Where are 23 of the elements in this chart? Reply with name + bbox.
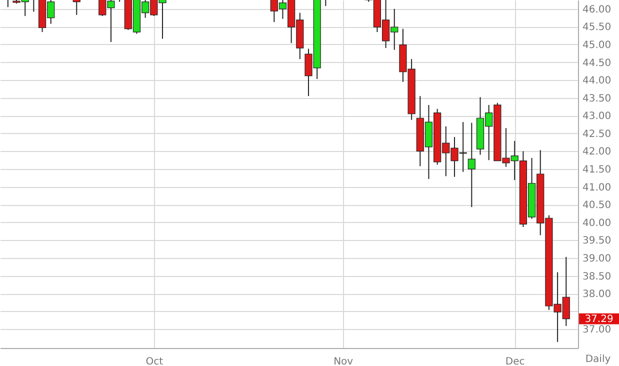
text: 37.29	[584, 314, 614, 325]
y-tick-label: 43.00	[582, 111, 612, 122]
y-tick-label: 41.00	[582, 182, 612, 194]
text: Daily	[585, 354, 611, 365]
y-tick-label: 37.00	[582, 324, 612, 336]
y-tick-label: 40.00	[582, 218, 612, 229]
y-tick-label: 46.00	[582, 4, 612, 16]
y-tick-label: 38.50	[582, 271, 612, 282]
y-tick-label: 38.00	[582, 289, 612, 300]
y-tick-label: 41.50	[582, 164, 612, 176]
y-tick-label: 45.00	[582, 40, 612, 51]
y-tick-label: 43.50	[582, 93, 612, 104]
x-tick-label: Oct	[146, 356, 164, 366]
y-tick-label: 44.50	[582, 58, 612, 69]
y-tick-label: 40.50	[582, 200, 612, 212]
y-tick-label: 45.50	[582, 22, 612, 34]
y-tick-label: 42.50	[582, 128, 612, 140]
x-tick-label: Nov	[334, 356, 354, 366]
x-tick-label: Dec	[505, 356, 525, 366]
y-tick-label: 44.00	[582, 76, 612, 87]
y-tick-label: 39.50	[582, 236, 612, 247]
y-tick-label: 39.00	[582, 253, 612, 264]
y-tick-label: 42.00	[582, 146, 612, 158]
